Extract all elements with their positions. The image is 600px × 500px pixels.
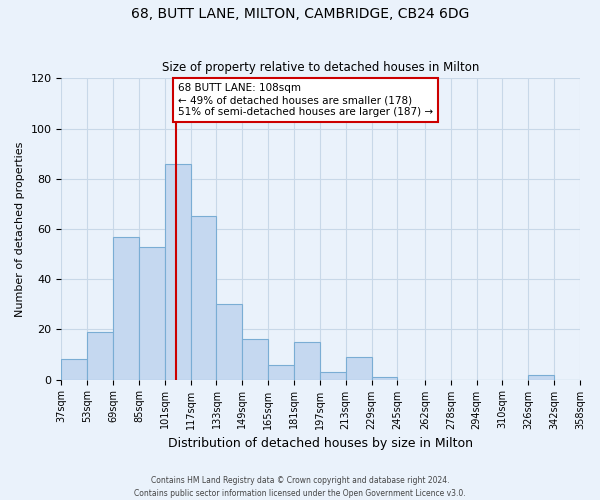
Bar xyxy=(139,246,165,380)
Bar xyxy=(87,332,113,380)
Bar xyxy=(217,304,242,380)
Bar xyxy=(268,364,294,380)
Bar xyxy=(371,377,397,380)
Y-axis label: Number of detached properties: Number of detached properties xyxy=(15,142,25,316)
Text: Contains HM Land Registry data © Crown copyright and database right 2024.
Contai: Contains HM Land Registry data © Crown c… xyxy=(134,476,466,498)
Bar xyxy=(346,357,371,380)
Text: 68, BUTT LANE, MILTON, CAMBRIDGE, CB24 6DG: 68, BUTT LANE, MILTON, CAMBRIDGE, CB24 6… xyxy=(131,8,469,22)
Bar xyxy=(113,236,139,380)
X-axis label: Distribution of detached houses by size in Milton: Distribution of detached houses by size … xyxy=(168,437,473,450)
Bar xyxy=(294,342,320,380)
Text: 68 BUTT LANE: 108sqm
← 49% of detached houses are smaller (178)
51% of semi-deta: 68 BUTT LANE: 108sqm ← 49% of detached h… xyxy=(178,84,433,116)
Bar xyxy=(191,216,217,380)
Bar xyxy=(242,340,268,380)
Title: Size of property relative to detached houses in Milton: Size of property relative to detached ho… xyxy=(162,62,479,74)
Bar xyxy=(529,374,554,380)
Bar xyxy=(320,372,346,380)
Bar xyxy=(165,164,191,380)
Bar xyxy=(61,360,87,380)
